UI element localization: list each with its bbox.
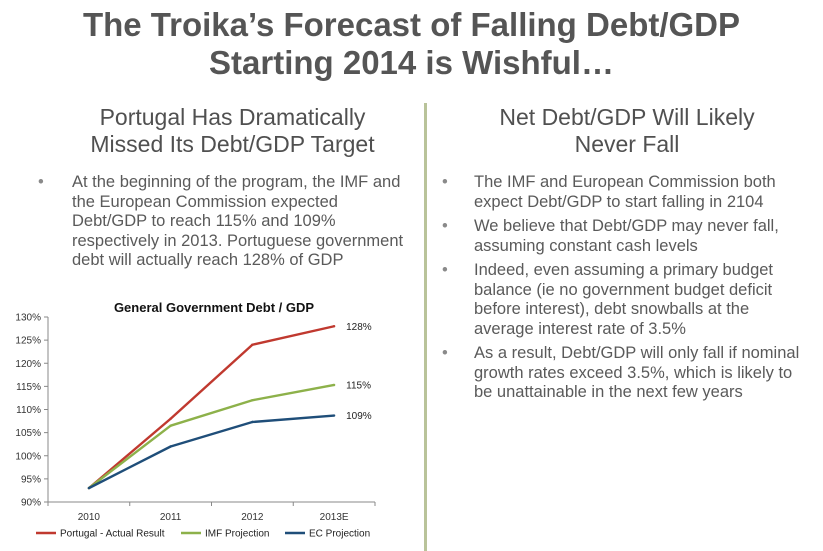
y-tick-label: 105%: [15, 428, 41, 439]
data-point: [251, 420, 254, 424]
data-point: [169, 424, 172, 427]
right-bullet-item: We believe that Debt/GDP may never fall,…: [442, 217, 812, 256]
right-bullet-list: The IMF and European Commission both exp…: [442, 173, 812, 408]
chart-plot-area: 90% 95% 100% 105% 110% 115% 120% 125% 130% 2010 20…: [15, 313, 376, 523]
slide-title: The Troika’s Forecast of Falling Debt/GD…: [0, 6, 823, 82]
data-label: 115%: [346, 380, 371, 391]
y-tick-label: 95%: [21, 474, 41, 485]
right-column-heading: Net Debt/GDP Will Likely Never Fall: [447, 104, 807, 158]
data-point: [169, 417, 172, 420]
data-point: [251, 399, 254, 402]
left-column-heading: Portugal Has Dramatically Missed Its Deb…: [60, 104, 405, 158]
x-tick-label: 2011: [160, 512, 182, 523]
legend-label: EC Projection: [309, 529, 370, 540]
legend-label: IMF Projection: [205, 529, 269, 540]
y-tick-label: 120%: [15, 359, 41, 370]
chart-legend: Portugal - Actual Result IMF Projection EC…: [36, 529, 370, 540]
left-heading-line1: Portugal Has Dramatically: [99, 104, 366, 130]
data-point: [251, 343, 254, 346]
y-tick-label: 125%: [15, 336, 41, 347]
data-point: [87, 486, 91, 490]
data-point: [332, 383, 336, 387]
left-bullet-list: At the beginning of the program, the IMF…: [38, 173, 408, 276]
x-tick-label: 2010: [78, 512, 101, 523]
series-line-2: [88, 414, 335, 490]
x-tick-label: 2013E: [320, 512, 349, 523]
data-label: 128%: [346, 322, 372, 333]
slide-title-line1: The Troika’s Forecast of Falling Debt/GD…: [82, 6, 741, 43]
y-tick-label: 100%: [15, 451, 41, 462]
series-line-0: [88, 325, 335, 490]
data-point: [169, 445, 172, 448]
legend-label: Portugal - Actual Result: [60, 529, 165, 540]
right-heading-line2: Never Fall: [574, 131, 680, 157]
right-bullet-item: Indeed, even assuming a primary budget b…: [442, 261, 812, 339]
x-tick-label: 2012: [241, 512, 264, 523]
data-point: [332, 414, 336, 417]
right-bullet-item: As a result, Debt/GDP will only fall if …: [442, 344, 812, 403]
column-divider: [424, 103, 427, 551]
series-line-1: [88, 383, 335, 490]
chart-title: General Government Debt / GDP: [114, 300, 314, 315]
debt-gdp-chart: General Government Debt / GDP 90% 95% 100%…: [15, 300, 376, 540]
data-label: 109%: [346, 411, 372, 422]
right-heading-line1: Net Debt/GDP Will Likely: [499, 104, 755, 130]
left-bullet-item: At the beginning of the program, the IMF…: [38, 173, 408, 271]
right-bullet-item: The IMF and European Commission both exp…: [442, 173, 812, 212]
y-tick-label: 130%: [15, 313, 41, 324]
data-point: [332, 325, 336, 328]
y-tick-label: 115%: [16, 382, 41, 393]
y-tick-label: 90%: [21, 498, 41, 509]
left-heading-line2: Missed Its Debt/GDP Target: [90, 131, 375, 157]
slide-title-line2: Starting 2014 is Wishful…: [209, 44, 614, 81]
y-tick-label: 110%: [16, 405, 41, 416]
